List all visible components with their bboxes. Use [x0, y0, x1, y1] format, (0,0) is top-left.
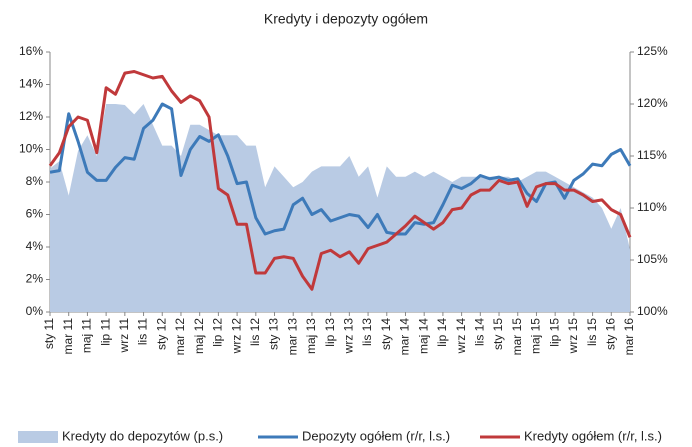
y-tick-label: 10% — [19, 142, 43, 156]
x-tick-label: sty 16 — [603, 318, 617, 350]
line — [49, 102, 632, 236]
legend-label: Kredyty ogółem (r/r, l.s.) — [524, 428, 662, 443]
y-tick-label: 6% — [26, 207, 44, 221]
x-tick-label: mar 12 — [173, 318, 187, 356]
x-tick-label: sty 15 — [491, 318, 505, 350]
legend-label: Depozyty ogółem (r/r, l.s.) — [302, 428, 450, 443]
y2-tick-label: 125% — [637, 44, 668, 58]
line — [48, 70, 632, 291]
y2-tick-label: 120% — [637, 96, 668, 110]
y-tick-label: 14% — [19, 77, 43, 91]
y2-tick-label: 110% — [637, 200, 667, 214]
x-tick-label: lip 12 — [211, 318, 225, 347]
x-tick-label: wrz 11 — [117, 318, 131, 354]
y2-tick-label: 100% — [637, 304, 668, 318]
y-tick-label: 8% — [26, 174, 44, 188]
chart-title: Kredyty i depozyty ogółem — [264, 11, 428, 27]
y-tick-label: 16% — [19, 44, 43, 58]
x-tick-label: lis 13 — [360, 318, 374, 346]
x-tick-label: maj 12 — [192, 318, 206, 354]
x-tick-label: sty 11 — [42, 318, 56, 349]
y2-tick-label: 115% — [637, 148, 667, 162]
x-tick-label: lis 11 — [136, 318, 150, 345]
y-tick-label: 12% — [19, 109, 43, 123]
y-tick-label: 0% — [26, 304, 44, 318]
x-tick-label: sty 12 — [154, 318, 168, 350]
x-tick-label: mar 16 — [622, 318, 636, 356]
x-tick-label: mar 13 — [285, 318, 299, 356]
x-tick-label: lis 15 — [585, 318, 599, 346]
x-tick-label: maj 14 — [416, 318, 430, 354]
legend-swatch — [18, 431, 58, 443]
x-tick-label: lip 15 — [547, 318, 561, 347]
y-tick-label: 4% — [26, 239, 44, 253]
x-tick-label: mar 11 — [61, 318, 75, 355]
x-tick-label: maj 11 — [80, 318, 94, 353]
x-tick-label: mar 14 — [398, 318, 412, 356]
x-tick-label: lis 14 — [472, 318, 486, 346]
x-tick-label: sty 13 — [267, 318, 281, 350]
x-tick-label: maj 15 — [529, 318, 543, 354]
area — [50, 104, 630, 312]
x-tick-label: wrz 14 — [454, 318, 468, 355]
x-tick-label: maj 13 — [304, 318, 318, 354]
x-tick-label: wrz 12 — [229, 318, 243, 355]
x-tick-label: lis 12 — [248, 318, 262, 346]
x-tick-label: sty 14 — [379, 318, 393, 350]
y-tick-label: 2% — [26, 272, 44, 286]
x-tick-label: lip 14 — [435, 318, 449, 347]
x-tick-label: mar 15 — [510, 318, 524, 356]
x-tick-label: wrz 15 — [566, 318, 580, 355]
y2-tick-label: 105% — [637, 252, 668, 266]
x-tick-label: wrz 13 — [342, 318, 356, 355]
legend-label: Kredyty do depozytów (p.s.) — [62, 428, 223, 443]
x-tick-label: lip 13 — [323, 318, 337, 347]
x-tick-label: lip 11 — [98, 318, 112, 346]
